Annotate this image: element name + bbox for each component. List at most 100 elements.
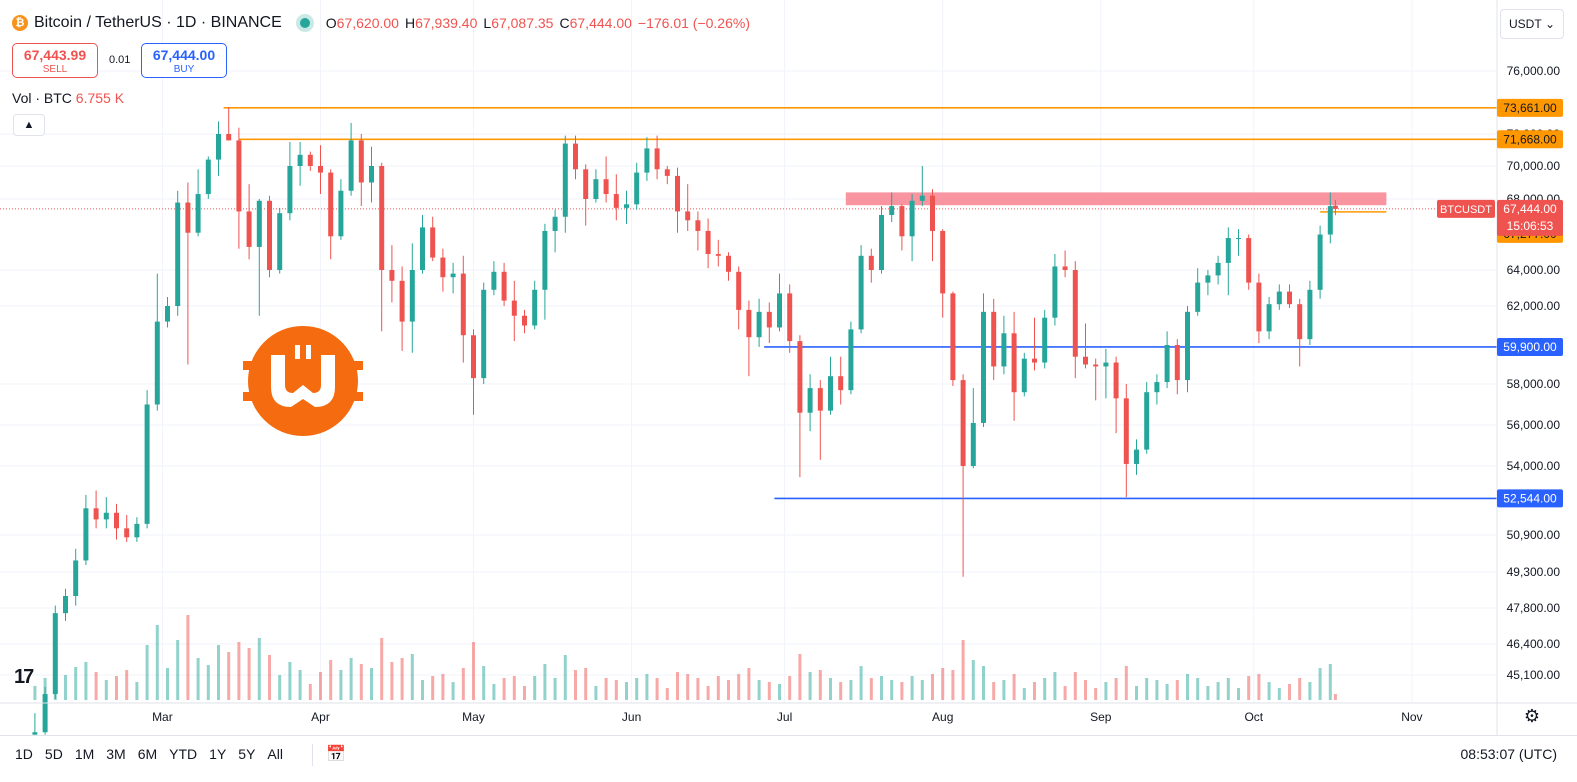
level-price-tag: 59,900.00: [1503, 340, 1557, 354]
price-chart[interactable]: 76,000.0072,000.0070,000.0068,000.0064,0…: [0, 0, 1577, 735]
tradingview-logo-icon[interactable]: 17: [14, 666, 34, 688]
candle-body: [1103, 362, 1109, 367]
period-1y[interactable]: 1Y: [209, 746, 227, 762]
candle-body: [766, 311, 772, 328]
volume-bar: [217, 645, 220, 700]
level-price-tag-bg: [1497, 98, 1563, 117]
period-3m[interactable]: 3M: [106, 746, 126, 762]
volume-bar: [125, 670, 129, 700]
period-1m[interactable]: 1M: [74, 746, 95, 762]
candle-body: [511, 300, 517, 316]
volume-bar: [982, 666, 985, 700]
candle-body: [358, 140, 364, 183]
calendar-range-icon[interactable]: 📅: [326, 746, 346, 763]
candle-body: [103, 512, 109, 520]
volume-bar: [268, 655, 271, 700]
volume-bar: [1186, 674, 1189, 700]
candle-body: [858, 255, 864, 330]
volume-bar: [1124, 666, 1128, 700]
candles: [32, 107, 1338, 735]
candle-body: [970, 422, 976, 466]
period-5y[interactable]: 5Y: [238, 746, 256, 762]
volume-bar: [1175, 680, 1179, 700]
sell-button[interactable]: 67,443.99 SELL: [12, 43, 98, 78]
candle-body: [1032, 358, 1037, 363]
last-price-tag-bg: [1497, 199, 1563, 236]
volume-bar: [1033, 682, 1036, 700]
buy-button[interactable]: 67,444.00 BUY: [141, 43, 227, 78]
volume-bar: [1206, 686, 1210, 700]
candle-body: [593, 179, 599, 199]
volume-bar: [798, 654, 802, 700]
candle-body: [1215, 262, 1221, 276]
candle-body: [950, 293, 956, 381]
ohlc-value: 67,620.00: [336, 15, 399, 31]
gear-icon[interactable]: ⚙: [1523, 706, 1541, 726]
candle-body: [195, 194, 201, 233]
y-tick-label: 49,300.00: [1507, 565, 1561, 579]
candle-body: [1297, 304, 1303, 340]
volume-bar: [227, 652, 231, 700]
volume-bar: [767, 682, 771, 700]
volume-bar: [829, 678, 832, 700]
volume-bar: [308, 684, 312, 700]
market-open-icon: [299, 18, 310, 28]
candle-body: [777, 293, 782, 328]
candle-body: [542, 230, 548, 290]
candle-body: [1195, 282, 1201, 312]
volume-bar: [880, 676, 883, 700]
chevron-up-icon: ▲: [23, 119, 35, 131]
symbol-title[interactable]: Bitcoin / TetherUS · 1D · BINANCE: [34, 14, 282, 31]
volume-bar: [380, 638, 384, 700]
volume-bar: [441, 674, 445, 700]
period-5d[interactable]: 5D: [44, 746, 63, 762]
candle-body: [471, 335, 476, 379]
ohlc-key: L: [483, 15, 492, 31]
collapse-legend-button[interactable]: ▲: [13, 114, 45, 136]
volume-bar: [1298, 678, 1302, 700]
volume-bar: [1053, 672, 1057, 700]
volume-bar: [594, 686, 598, 700]
x-tick-label: Aug: [932, 710, 953, 724]
volume-bar: [421, 680, 424, 700]
volume-bar: [1084, 680, 1087, 700]
volume-bar: [278, 675, 282, 700]
candle-body: [613, 194, 619, 208]
volume-bar: [890, 680, 894, 700]
bitcoin-icon: ₿: [12, 15, 28, 31]
period-all[interactable]: All: [267, 746, 283, 762]
volume-bar: [339, 670, 343, 700]
level-price-tag-bg: [1497, 337, 1563, 356]
y-tick-label: 47,800.00: [1507, 601, 1561, 615]
volume-bar: [716, 676, 720, 700]
volume-bar: [1318, 668, 1322, 700]
candle-body: [1021, 358, 1027, 393]
y-tick-label: 50,900.00: [1507, 528, 1561, 542]
utc-clock[interactable]: 08:53:07 (UTC): [1460, 746, 1557, 762]
candle-body: [695, 220, 701, 231]
candle-body: [1332, 205, 1338, 209]
candle-body: [991, 311, 997, 367]
candle-body: [797, 341, 803, 413]
candle-body: [532, 289, 538, 326]
price-labels: 73,661.0071,668.0059,900.0052,544.0067,2…: [1437, 98, 1563, 508]
candle-body: [562, 143, 568, 217]
candle-body: [216, 134, 221, 160]
candle-body: [654, 148, 660, 170]
currency-select[interactable]: USDT ⌄: [1500, 9, 1564, 39]
volume-bar: [176, 640, 180, 700]
period-1d[interactable]: 1D: [15, 746, 33, 762]
candle-body: [1083, 356, 1088, 365]
volume-bar: [941, 668, 945, 700]
period-ytd[interactable]: YTD: [169, 746, 198, 762]
currency-label: USDT: [1509, 17, 1542, 31]
period-6m[interactable]: 6M: [137, 746, 158, 762]
candle-body: [491, 271, 497, 290]
volume-bar: [186, 615, 190, 700]
volume-bar: [961, 640, 965, 700]
volume-bar: [33, 686, 37, 700]
volume-bar: [849, 680, 853, 700]
candle-body: [430, 227, 436, 258]
candle-body: [736, 271, 742, 310]
toolbar-divider: [312, 744, 313, 766]
